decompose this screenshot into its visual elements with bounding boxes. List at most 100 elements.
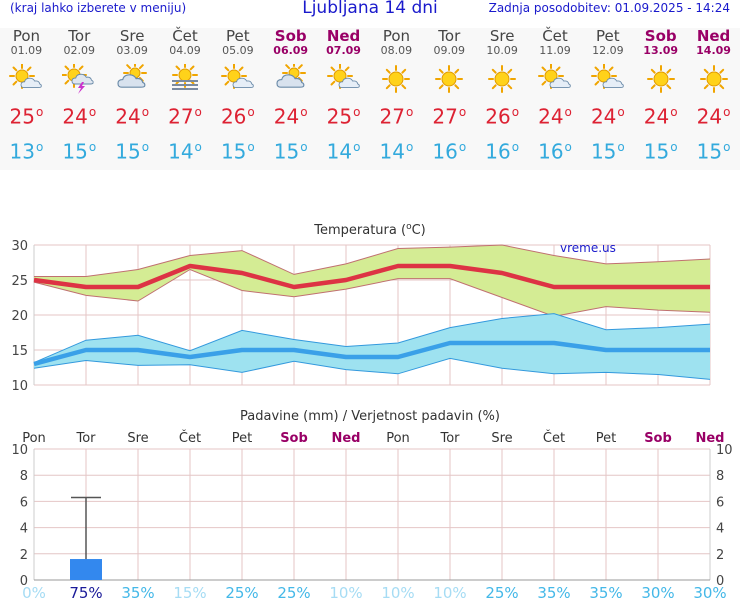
precipitation-probability: 75%: [69, 584, 102, 600]
day-column: Sre 03.09 24o 15o: [106, 28, 158, 163]
watermark: vreme.us: [560, 241, 616, 255]
y-tick-label-left: 0: [20, 574, 28, 589]
day-name: Ned: [326, 27, 361, 45]
sun-icon: [699, 65, 728, 93]
weather-icon-holder: [326, 63, 361, 94]
max-temperature: 24o: [696, 104, 731, 129]
max-temperature: 24o: [590, 104, 625, 129]
day-name: Pon: [382, 27, 411, 45]
precipitation-chart-title: Padavine (mm) / Verjetnost padavin (%): [240, 409, 500, 424]
precipitation-probability: 10%: [381, 584, 414, 600]
y-tick-label-right: 8: [716, 469, 724, 484]
max-temperature-range-lower: [33, 268, 711, 317]
y-tick-label: 10: [11, 379, 28, 394]
max-temperature: 24o: [538, 104, 572, 129]
x-tick-label: Tor: [439, 431, 460, 446]
precipitation-probability: 30%: [693, 584, 726, 600]
day-name: Tor: [68, 27, 91, 45]
day-column: Ned 07.09 25o 14o: [318, 28, 370, 163]
day-column: Tor 09.09 27o 16o: [423, 28, 475, 163]
location-hint: (kraj lahko izberete v meniju): [10, 1, 187, 15]
min-temperature: 14o: [379, 139, 414, 164]
day-column: Pon 08.09 27o 14o: [370, 28, 422, 163]
precipitation-probability: 15%: [173, 584, 206, 600]
max-temperature: 24o: [643, 104, 678, 129]
precipitation-probability: 35%: [121, 584, 154, 600]
weather-icon-holder: [9, 63, 43, 94]
min-temperature: 13o: [9, 139, 44, 164]
day-column: Pet 05.09 26o 15o: [212, 28, 264, 163]
precipitation-probability: 0%: [22, 584, 46, 600]
min-temperature: 15o: [62, 139, 97, 164]
min-temperature: 15o: [590, 139, 625, 164]
sun-icon: [382, 65, 411, 93]
min-temperature: 15o: [696, 139, 731, 164]
day-date: 10.09: [486, 44, 518, 57]
day-name: Sob: [644, 27, 677, 45]
max-temperature: 24o: [115, 104, 150, 129]
weather-icon-holder: [697, 64, 731, 94]
x-tick-label: Sre: [127, 431, 148, 446]
y-tick-label: 25: [11, 274, 28, 289]
precipitation-probability: 10%: [433, 584, 466, 600]
day-date: 03.09: [116, 44, 148, 57]
day-date: 14.09: [696, 44, 731, 57]
min-temperature-range-upper: [33, 313, 711, 364]
weather-icon-holder: [115, 61, 149, 94]
day-column: Pon 01.09 25o 13o: [0, 28, 52, 163]
precipitation-probability: 35%: [537, 584, 570, 600]
sun-cloud-icon: [326, 63, 360, 89]
max-temperature: 27o: [168, 104, 202, 129]
day-date: 04.09: [169, 44, 201, 57]
min-temperature-range-lower: [33, 357, 711, 380]
day-date: 13.09: [643, 44, 679, 57]
day-date: 07.09: [326, 44, 361, 57]
precipitation-probability: 25%: [225, 584, 258, 600]
sun-icon: [488, 65, 517, 93]
cloudy-sun-icon: [117, 61, 148, 88]
min-temperature: 15o: [115, 139, 150, 164]
precipitation-probability: 25%: [485, 584, 518, 600]
sun-cloud-icon: [590, 63, 624, 89]
min-temperature: 16o: [485, 139, 520, 164]
sun-cloud-storm-icon: [61, 62, 94, 94]
min-temperature: 16o: [432, 139, 467, 164]
day-date: 11.09: [539, 44, 571, 57]
weather-icon-holder: [432, 64, 466, 94]
x-tick-label: Pet: [232, 431, 252, 446]
max-temperature: 24o: [62, 104, 97, 129]
max-temperature: 25o: [326, 104, 361, 129]
cloudy-sun-icon: [276, 61, 306, 88]
max-temperature-line: [33, 263, 710, 290]
x-tick-label: Sre: [491, 431, 512, 446]
x-tick-label: Pon: [386, 431, 410, 446]
day-column: Čet 04.09 27o 14o: [159, 28, 211, 163]
weather-icon-holder: [379, 64, 413, 94]
x-tick-label: Sob: [644, 431, 672, 446]
y-tick-label-right: 0: [716, 574, 724, 589]
x-tick-label: Tor: [75, 431, 96, 446]
x-tick-label: Pon: [22, 431, 46, 446]
sun-icon: [435, 65, 464, 93]
weather-icon-holder: [644, 64, 678, 94]
max-temperature: 24o: [273, 104, 308, 129]
min-temperature: 15o: [273, 139, 308, 164]
y-tick-label-right: 10: [716, 443, 733, 458]
precipitation-probability: 30%: [641, 584, 674, 600]
temperature-chart-title: Temperatura (oC): [313, 222, 425, 238]
day-date: 08.09: [380, 44, 413, 57]
x-tick-label: Ned: [695, 431, 724, 446]
y-tick-label: 15: [11, 344, 28, 359]
x-tick-label: Pet: [596, 431, 616, 446]
day-name: Ned: [696, 27, 731, 45]
day-name: Pon: [12, 27, 41, 45]
min-temperature: 14o: [326, 139, 361, 164]
precipitation-bar: [70, 559, 102, 580]
min-temperature-line: [33, 340, 710, 367]
y-tick-label-left: 8: [20, 469, 28, 484]
y-tick-label-right: 6: [716, 495, 724, 510]
max-temperature: 25o: [9, 104, 44, 129]
x-tick-label: Čet: [543, 430, 565, 446]
x-tick-label: Sob: [280, 431, 308, 446]
y-tick-label: 20: [11, 309, 28, 324]
